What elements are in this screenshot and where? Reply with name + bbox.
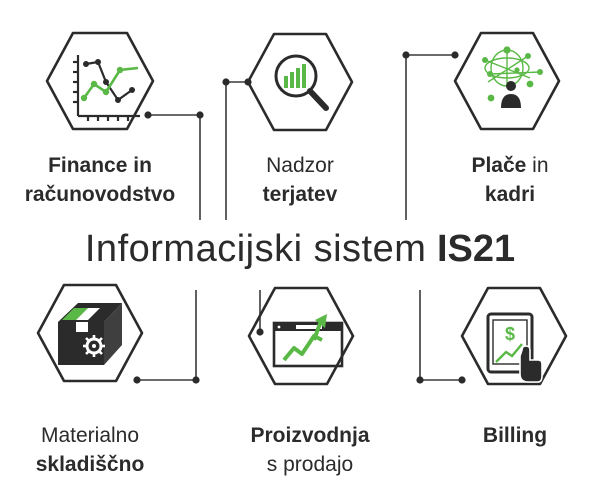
module-finance-label: Finance in računovodstvo	[10, 151, 190, 209]
finance-chart-icon	[45, 31, 155, 131]
place-line2: kadri	[484, 183, 536, 206]
proizvodnja-line1: Proizvodnja	[250, 424, 370, 447]
materialno-line1: Materialno	[40, 424, 140, 447]
finance-line2: računovodstvo	[24, 183, 176, 206]
finance-line1: Finance in	[48, 154, 152, 177]
connector-billing	[419, 290, 462, 381]
module-materialno-label: Materialno skladiščno	[10, 421, 170, 479]
magnifier-chart-icon	[246, 32, 354, 132]
title-bold: IS21	[436, 228, 516, 270]
package-gear-icon	[36, 283, 144, 383]
nadzor-line2: terjatev	[262, 183, 338, 206]
module-proizvodnja-label: Proizvodnja s prodajo	[220, 421, 400, 479]
module-place-label: Plače in kadri	[430, 151, 590, 209]
proizvodnja-line2: s prodajo	[266, 453, 354, 476]
diagram-title: Informacijski sistem IS21	[0, 226, 600, 272]
module-billing-label: Billing	[440, 421, 590, 450]
svg-text:$: $	[505, 324, 515, 344]
place-line1-bold: Plače	[471, 154, 527, 177]
nadzor-line1: Nadzor	[266, 154, 334, 177]
title-main: Informacijski sistem	[84, 228, 427, 270]
connector-materialno	[137, 290, 197, 381]
network-person-icon	[453, 31, 561, 131]
place-line1: Plače in	[430, 151, 590, 180]
tablet-billing-icon: $	[460, 286, 568, 386]
materialno-line2: skladiščno	[35, 453, 145, 476]
place-line1-rest: in	[526, 154, 549, 177]
module-nadzor-label: Nadzor terjatev	[220, 151, 380, 209]
billing-line1: Billing	[482, 424, 548, 447]
browser-growth-icon	[247, 286, 355, 386]
